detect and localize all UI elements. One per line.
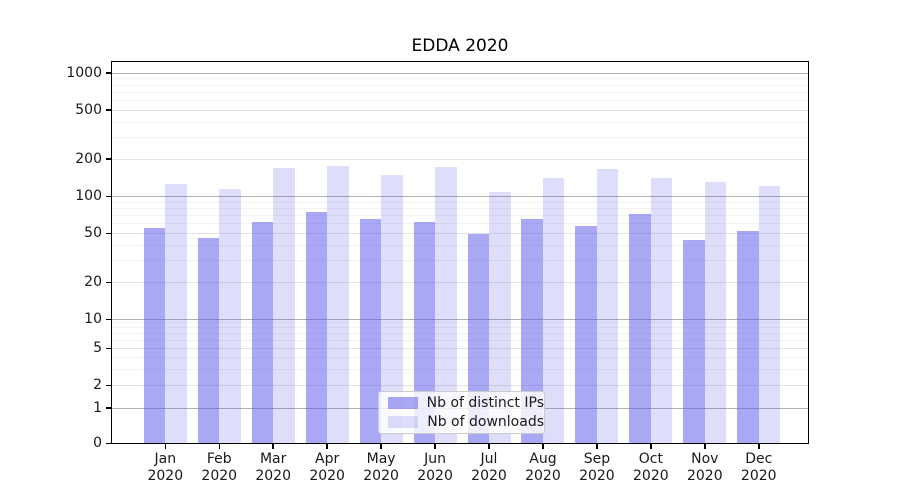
gridline [112,196,808,197]
gridline [112,84,808,86]
x-tick [326,444,328,449]
bar-distinct-ips-nov [683,239,705,443]
gridline [112,223,808,225]
bar-downloads-apr [327,165,349,443]
y-tick-label: 0 [93,435,102,451]
x-tick [272,444,274,449]
x-tick [488,444,490,449]
bars-layer [112,62,808,443]
bar-distinct-ips-jun [413,221,436,443]
x-tick [758,444,760,449]
x-tick [542,444,544,449]
y-tick-label: 100 [75,188,102,204]
bar-downloads-may [381,175,403,443]
x-tick-label: Jan 2020 [147,451,184,484]
legend-swatch-downloads [388,416,419,428]
bar-downloads-aug [542,177,565,443]
y-tick-label: 200 [75,150,102,167]
bar-downloads-feb [219,188,241,443]
bar-downloads-mar [273,168,295,443]
bar-downloads-nov [704,182,727,443]
bar-distinct-ips-aug [521,219,543,443]
y-tick-label: 500 [75,101,102,118]
x-tick [596,444,598,449]
gridline [112,332,808,334]
gridline [112,260,808,262]
bar-downloads-sep [596,169,619,443]
x-tick-label: Jul 2020 [471,451,507,484]
legend-item-downloads: Nb of downloads [388,414,544,430]
y-tick-label: 1000 [66,64,102,81]
legend-item-distinct-ips: Nb of distinct IPs [388,395,544,411]
y-tick-label: 2 [93,377,102,393]
bar-downloads-dec [758,185,781,443]
legend-label-distinct-ips: Nb of distinct IPs [426,395,544,411]
gridline [112,326,808,328]
gridline [112,245,808,247]
y-tick-label: 10 [84,311,102,328]
x-tick-label: Jun 2020 [417,451,453,484]
x-tick-label: Oct 2020 [633,451,669,484]
bar-distinct-ips-apr [305,212,328,443]
gridline [112,368,808,370]
gridline [112,78,808,80]
x-tick-label: Aug 2020 [525,451,561,484]
x-tick-label: Mar 2020 [255,451,291,484]
y-tick-label: 20 [84,274,102,291]
gridline [112,72,808,74]
gridline [112,91,808,93]
legend-swatch-distinct-ips [388,397,418,409]
chart-title: EDDA 2020 [411,36,509,56]
gridline [112,357,808,359]
gridline [112,121,808,123]
x-tick-label: Sep 2020 [579,451,615,484]
legend-label-downloads: Nb of downloads [427,414,544,430]
y-tick-label: 1 [93,399,102,416]
gridline [112,100,808,102]
bar-distinct-ips-sep [575,226,597,443]
bar-distinct-ips-may [359,219,382,443]
legend: Nb of distinct IPs Nb of downloads [378,391,545,434]
bar-distinct-ips-oct [629,213,651,443]
x-tick [434,444,436,449]
gridline [112,339,808,341]
y-tick-label: 5 [93,340,102,357]
x-tick [164,444,167,449]
bar-distinct-ips-jan [143,227,166,443]
x-tick-label: May 2020 [363,451,399,484]
gridlines-layer [112,62,808,443]
gridline [112,348,808,350]
bar-downloads-jul [489,192,511,443]
bar-downloads-jan [165,184,187,443]
x-tick [704,444,706,449]
x-tick-label: Feb 2020 [201,451,238,484]
gridline [112,201,808,203]
gridline [112,109,808,111]
bar-distinct-ips-dec [737,230,759,443]
x-tick-label: Nov 2020 [686,451,723,484]
x-tick [380,444,382,449]
bar-downloads-jun [435,167,457,443]
gridline [112,321,808,323]
bar-downloads-oct [650,177,673,443]
bar-distinct-ips-feb [197,237,220,443]
gridline [112,137,808,139]
gridline [112,158,808,160]
gridline [112,385,808,386]
plot-area [111,61,809,444]
gridline [112,215,808,217]
x-tick-label: Dec 2020 [740,451,777,484]
gridline [112,319,808,321]
gridline [112,233,808,235]
x-tick-label: Apr 2020 [309,451,345,484]
y-tick-label: 50 [84,225,102,242]
gridline [112,207,808,209]
bar-distinct-ips-jul [467,234,489,443]
x-tick [218,444,220,449]
gridline [112,282,808,284]
x-tick [650,444,652,449]
bar-distinct-ips-mar [251,222,274,443]
